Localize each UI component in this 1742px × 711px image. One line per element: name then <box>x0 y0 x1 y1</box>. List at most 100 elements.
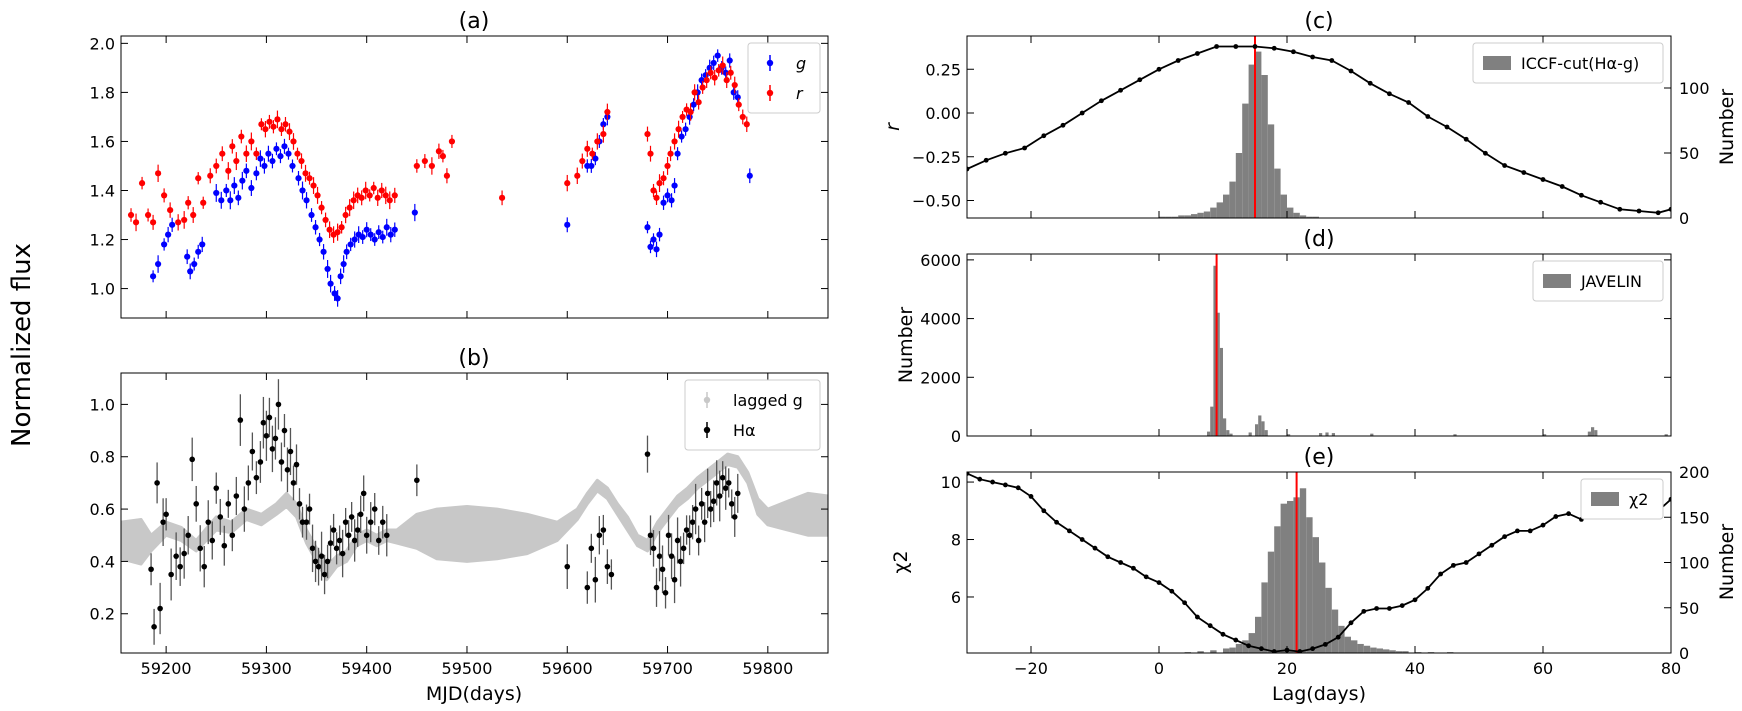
chi2-point <box>1668 496 1671 502</box>
r-point <box>656 180 663 187</box>
hist-bar <box>1223 418 1227 436</box>
r-point <box>229 143 236 150</box>
r-point <box>723 77 730 84</box>
r-point <box>225 167 232 174</box>
hist-bar <box>1264 430 1268 436</box>
r-point <box>735 101 742 108</box>
g-point <box>730 89 737 96</box>
g-point <box>690 101 697 108</box>
hist-bar <box>1280 194 1287 218</box>
halpha-point <box>345 532 352 539</box>
hist-bar <box>1587 431 1591 436</box>
legend-marker <box>703 396 711 404</box>
r-point <box>660 175 667 182</box>
panel-d-ytick-label: 0 <box>951 427 961 446</box>
ccf-point <box>1156 66 1162 72</box>
g-point <box>411 209 418 216</box>
chi2-point <box>1015 485 1021 491</box>
ccf-point <box>1329 58 1335 63</box>
halpha-point <box>351 537 358 544</box>
ccf-point <box>1598 199 1603 205</box>
chi2-point <box>1540 522 1546 528</box>
panel-a-title: (a) <box>459 9 490 34</box>
hist-bar <box>1191 214 1198 218</box>
r-point <box>149 219 157 226</box>
r-point <box>282 121 289 128</box>
hist-bar <box>1344 636 1351 653</box>
g-point <box>671 182 678 189</box>
lagged-g-band <box>121 452 828 582</box>
g-point <box>337 273 344 280</box>
hist-bar <box>1210 650 1217 653</box>
r-point <box>679 113 686 121</box>
g-point <box>734 94 741 101</box>
r-point <box>739 113 746 121</box>
halpha-point <box>148 566 154 573</box>
hist-bar <box>1210 207 1217 218</box>
panel-a-data <box>127 49 753 307</box>
hist-bar <box>1248 64 1255 218</box>
hist-bar <box>1165 216 1172 218</box>
halpha-point <box>185 532 191 539</box>
panel-e-xtick-label: 20 <box>1277 659 1297 678</box>
halpha-point <box>324 558 331 565</box>
hist-bar <box>1207 431 1211 436</box>
hist-bar <box>1216 202 1223 218</box>
halpha-point <box>653 584 660 591</box>
r-point <box>574 172 581 179</box>
chi2-point <box>1041 508 1047 514</box>
ccf-point <box>1444 124 1450 130</box>
r-point <box>200 199 207 206</box>
halpha-point <box>713 480 720 486</box>
g-point <box>231 182 238 189</box>
hist-bar <box>1248 432 1252 436</box>
chi2-point <box>1425 585 1431 591</box>
chi2-point <box>1297 649 1303 653</box>
r-point <box>270 123 277 130</box>
panel-a-ytick-label: 1.0 <box>90 280 115 299</box>
r-point <box>167 207 174 214</box>
g-point <box>269 157 276 165</box>
chi2-point <box>1463 560 1469 565</box>
r-point <box>498 194 506 201</box>
chi2-point <box>1412 597 1418 603</box>
chi2-point <box>1348 620 1354 626</box>
panel-b-halpha-vs-lagged-g: 59200 59300 59400 59500 59600 59700 59800 0.2 0.… <box>90 346 829 705</box>
r-point <box>207 172 214 179</box>
r-point <box>318 204 325 211</box>
r-point <box>600 130 607 138</box>
panel-d-ytick-label: 6000 <box>920 251 961 270</box>
halpha-point <box>193 501 200 507</box>
halpha-point <box>241 506 248 512</box>
chi2-point <box>1118 560 1123 565</box>
ccf-point <box>1655 210 1661 216</box>
r-point <box>695 99 702 106</box>
panel-b-legend <box>684 379 821 451</box>
halpha-point <box>371 506 378 512</box>
g-point <box>257 155 264 162</box>
r-point <box>667 150 674 157</box>
g-point <box>588 162 595 170</box>
hist-bar <box>1197 651 1204 653</box>
halpha-point <box>360 490 367 497</box>
halpha-point <box>233 493 240 499</box>
r-point <box>664 162 671 170</box>
r-point <box>175 219 182 226</box>
halpha-point <box>367 519 374 525</box>
panel-b-ytick-label: 0.6 <box>90 500 115 519</box>
panel-e-ylabel: χ2 <box>890 550 912 573</box>
halpha-point <box>318 553 325 559</box>
panel-e-xtick-label: 60 <box>1533 659 1553 678</box>
chi2-point <box>1169 588 1175 594</box>
r-point <box>382 192 389 199</box>
r-point <box>719 62 726 69</box>
hist-bar <box>1197 212 1204 218</box>
hist-bar <box>1274 526 1281 653</box>
g-point <box>647 243 654 250</box>
g-point <box>169 221 176 228</box>
halpha-point <box>263 433 270 439</box>
halpha-point <box>665 532 672 539</box>
panel-c-ytick2-label: 100 <box>1679 79 1710 98</box>
g-point <box>650 236 657 243</box>
panel-e-frame <box>966 471 1672 654</box>
